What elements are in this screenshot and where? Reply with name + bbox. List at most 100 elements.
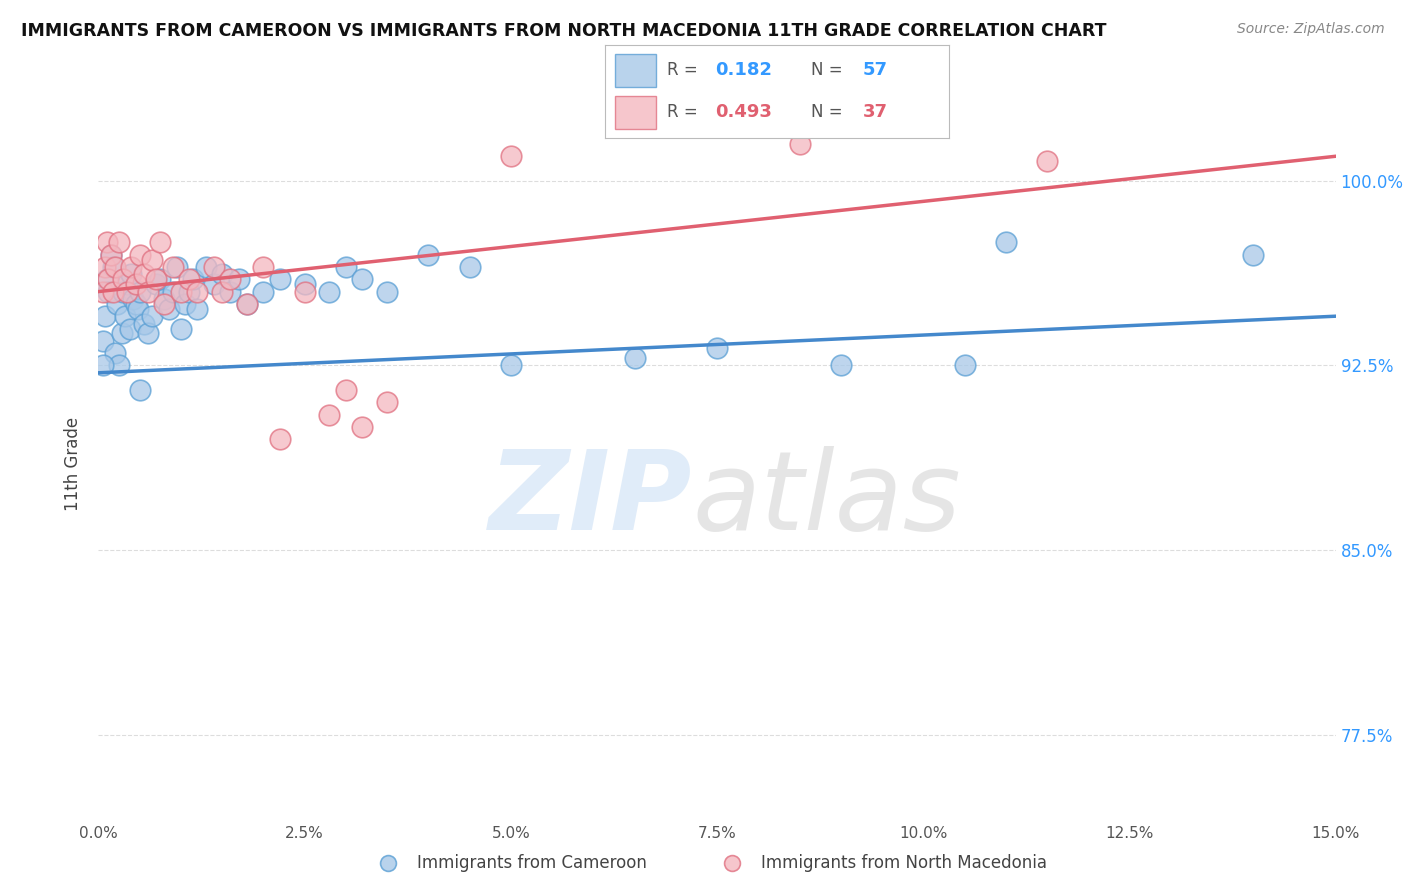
Point: [181, 272, 204, 286]
Text: N =: N =: [811, 61, 848, 78]
Point: [335, 260, 357, 274]
Point: [141, 309, 163, 323]
Point: [120, 260, 142, 274]
Point: [104, 260, 127, 274]
Point: [127, 301, 149, 316]
Point: [318, 285, 340, 299]
Point: [112, 272, 135, 286]
Point: [157, 301, 180, 316]
Point: [103, 260, 125, 274]
Point: [318, 408, 340, 422]
Point: [994, 235, 1017, 250]
Point: [128, 383, 150, 397]
Point: [149, 235, 172, 250]
Point: [97, 285, 120, 299]
Point: [252, 285, 274, 299]
Point: [153, 297, 176, 311]
Point: [96, 272, 118, 286]
Text: Immigrants from North Macedonia: Immigrants from North Macedonia: [761, 854, 1047, 872]
Point: [162, 285, 184, 299]
Point: [352, 420, 374, 434]
Point: [136, 326, 159, 341]
Point: [202, 277, 225, 292]
FancyBboxPatch shape: [614, 54, 657, 87]
Point: [132, 268, 155, 282]
Point: [100, 248, 122, 262]
Point: [499, 359, 522, 373]
Point: [132, 317, 155, 331]
Text: 57: 57: [863, 61, 889, 78]
Point: [458, 260, 481, 274]
Point: [252, 260, 274, 274]
Point: [162, 260, 184, 274]
Text: R =: R =: [666, 103, 703, 121]
Text: N =: N =: [811, 103, 848, 121]
Point: [174, 297, 197, 311]
Point: [186, 285, 208, 299]
Point: [219, 272, 242, 286]
Point: [91, 285, 114, 299]
Point: [186, 301, 208, 316]
Point: [1036, 154, 1059, 169]
Text: Source: ZipAtlas.com: Source: ZipAtlas.com: [1237, 22, 1385, 37]
Point: [720, 856, 742, 871]
Point: [149, 272, 172, 286]
Point: [269, 432, 291, 446]
Point: [91, 359, 114, 373]
Point: [170, 285, 193, 299]
Point: [830, 359, 852, 373]
Point: [117, 285, 139, 299]
Point: [128, 285, 150, 299]
Point: [120, 268, 142, 282]
Point: [499, 149, 522, 163]
Text: IMMIGRANTS FROM CAMEROON VS IMMIGRANTS FROM NORTH MACEDONIA 11TH GRADE CORRELATI: IMMIGRANTS FROM CAMEROON VS IMMIGRANTS F…: [21, 22, 1107, 40]
Point: [211, 268, 233, 282]
Point: [228, 272, 250, 286]
Text: ZIP: ZIP: [489, 446, 692, 553]
Point: [418, 248, 440, 262]
Point: [108, 235, 131, 250]
Point: [108, 359, 131, 373]
Point: [170, 321, 193, 335]
Point: [335, 383, 357, 397]
Text: Immigrants from Cameroon: Immigrants from Cameroon: [418, 854, 647, 872]
Point: [128, 248, 150, 262]
Point: [375, 285, 398, 299]
Point: [219, 285, 242, 299]
Point: [91, 334, 114, 348]
Point: [96, 235, 118, 250]
Point: [104, 346, 127, 360]
Text: 37: 37: [863, 103, 889, 121]
Point: [153, 292, 176, 306]
Point: [706, 341, 728, 355]
Point: [1241, 248, 1264, 262]
Point: [953, 359, 976, 373]
Point: [122, 292, 145, 306]
Point: [294, 285, 316, 299]
Point: [145, 277, 167, 292]
Point: [124, 277, 146, 292]
Point: [166, 260, 188, 274]
Point: [269, 272, 291, 286]
Point: [110, 326, 132, 341]
Point: [117, 277, 139, 292]
Y-axis label: 11th Grade: 11th Grade: [65, 417, 83, 511]
Point: [94, 309, 117, 323]
Point: [179, 272, 201, 286]
Point: [294, 277, 316, 292]
Point: [141, 252, 163, 267]
Point: [179, 285, 201, 299]
Point: [194, 260, 217, 274]
Point: [124, 297, 146, 311]
Point: [97, 272, 120, 286]
Point: [94, 260, 117, 274]
Point: [136, 285, 159, 299]
Point: [114, 309, 136, 323]
Point: [202, 260, 225, 274]
Point: [145, 272, 167, 286]
Point: [789, 136, 811, 151]
Point: [105, 297, 128, 311]
Point: [112, 285, 135, 299]
Text: R =: R =: [666, 61, 703, 78]
Text: 0.182: 0.182: [714, 61, 772, 78]
